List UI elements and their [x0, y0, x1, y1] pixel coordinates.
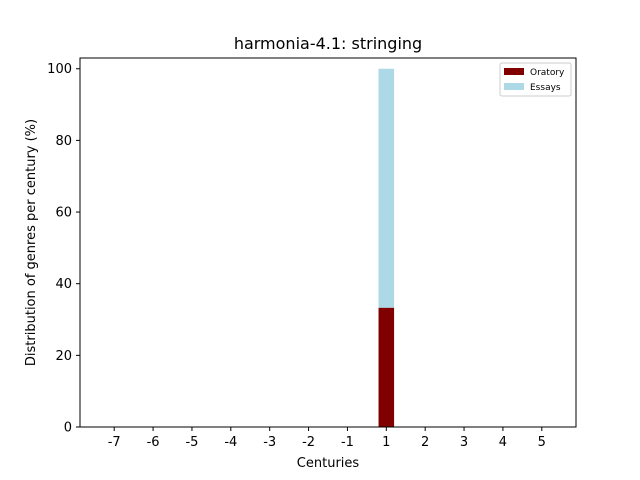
legend-swatch-essays	[504, 83, 524, 90]
y-tick-label: 0	[64, 421, 72, 436]
x-axis-label: Centuries	[297, 456, 360, 471]
y-axis: 0 20 40 60 80 100	[47, 62, 80, 436]
x-tick-label: 3	[460, 435, 468, 450]
x-tick-label: -1	[341, 435, 354, 450]
x-tick-label: -6	[147, 435, 160, 450]
legend-label-oratory: Oratory	[530, 68, 565, 78]
x-tick-label: 2	[421, 435, 429, 450]
plot-frame	[79, 57, 577, 428]
y-tick-label: 100	[47, 62, 72, 77]
x-tick-label: -7	[108, 435, 121, 450]
x-tick-label: 5	[538, 435, 546, 450]
bar-oratory-1	[378, 307, 395, 427]
y-tick-label: 40	[55, 277, 72, 292]
x-tick-label: -3	[263, 435, 276, 450]
bar-essays-1	[378, 68, 395, 308]
x-tick-label: 4	[499, 435, 507, 450]
x-tick-label: -2	[302, 435, 315, 450]
legend-swatch-oratory	[504, 68, 524, 75]
y-tick-label: 60	[55, 206, 72, 221]
y-tick-label: 20	[55, 349, 72, 364]
legend: Oratory Essays	[499, 62, 572, 97]
x-tick-label: -5	[185, 435, 198, 450]
x-axis: -7 -6 -5 -4 -3 -2 -1 1 2 3 4 5	[108, 427, 546, 450]
x-tick-label: -4	[224, 435, 237, 450]
x-tick-label: 1	[382, 435, 390, 450]
y-tick-label: 80	[55, 134, 72, 149]
legend-label-essays: Essays	[530, 83, 561, 93]
chart-title: harmonia-4.1: stringing	[234, 34, 422, 53]
plot-area	[378, 68, 395, 427]
y-axis-label: Distribution of genres per century (%)	[24, 119, 39, 366]
